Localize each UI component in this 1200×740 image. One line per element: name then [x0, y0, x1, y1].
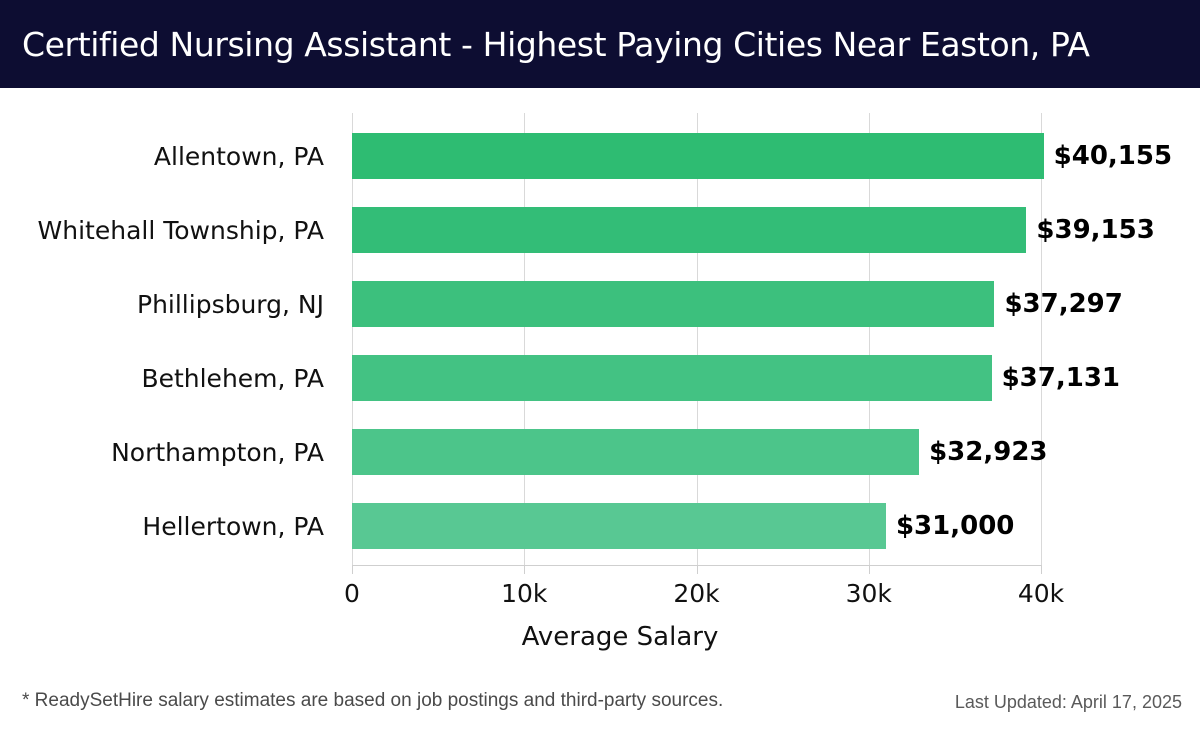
category-label: Bethlehem, PA [141, 364, 324, 393]
x-tick-mark [352, 565, 353, 574]
x-gridline [868, 113, 870, 565]
x-tick-label: 10k [501, 579, 548, 608]
x-gridline [1041, 113, 1042, 565]
x-gridline [524, 113, 526, 565]
x-tick-mark [696, 565, 698, 574]
category-label: Northampton, PA [111, 438, 324, 467]
x-axis-title: Average Salary [0, 622, 1200, 652]
bar-value-label: $40,155 [1053, 141, 1173, 171]
bar-row[interactable]: $37,297 Phillipsburg, NJ [137, 281, 1123, 327]
last-updated-text: Last Updated: April 17, 2025 [954, 692, 1182, 712]
bar-value-label: $39,153 [1036, 215, 1155, 245]
bar-row[interactable]: $37,131 Bethlehem, PA [141, 355, 1120, 401]
x-tick-label: 20k [673, 579, 720, 608]
bar[interactable] [352, 207, 1027, 253]
chart-footer: * ReadySetHire salary estimates are base… [0, 690, 1200, 740]
bar-row[interactable]: $39,153 Whitehall Township, PA [38, 207, 1155, 253]
x-tick-label: 30k [845, 579, 892, 608]
x-gridline [696, 113, 698, 565]
x-tick-label: 0 [344, 579, 360, 608]
x-tick-mark [524, 565, 526, 574]
bar-row[interactable]: $31,000 Hellertown, PA [142, 503, 1041, 549]
x-axis-line [352, 565, 1042, 566]
bar-value-label: $37,297 [1004, 289, 1123, 319]
bar-chart: 0 10k 20k 30k 40k $40,155 Allentown, PA $39,153… [0, 88, 1200, 680]
bar-value-label: $37,131 [1001, 363, 1120, 393]
category-label: Hellertown, PA [142, 512, 324, 541]
category-label: Allentown, PA [153, 142, 324, 171]
bar-row[interactable]: $40,155 Allentown, PA [154, 133, 1172, 179]
page-title: Certified Nursing Assistant - Highest Pa… [22, 24, 1090, 64]
bar[interactable] [352, 429, 920, 475]
category-label: Phillipsburg, NJ [137, 290, 324, 319]
bar[interactable] [352, 281, 995, 327]
bar[interactable] [352, 503, 886, 549]
bar-value-label: $32,923 [929, 437, 1048, 467]
bar-row[interactable]: $32,923 Northampton, PA [111, 429, 1048, 475]
plot-area: 0 10k 20k 30k 40k $40,155 Allentown, PA $39,153… [38, 113, 1172, 608]
footnote-text: * ReadySetHire salary estimates are base… [22, 690, 724, 711]
x-tick-mark [868, 565, 870, 574]
x-tick-label: 40k [1017, 579, 1065, 608]
x-axis-title-text: Average Salary [521, 622, 719, 652]
category-label: Whitehall Township, PA [37, 216, 324, 245]
x-tick-mark [1041, 565, 1042, 574]
chart-header: Certified Nursing Assistant - Highest Pa… [0, 0, 1200, 88]
x-gridline [352, 113, 353, 565]
bar[interactable] [352, 355, 992, 401]
bar[interactable] [352, 133, 1044, 179]
bar-value-label: $31,000 [895, 511, 1015, 541]
